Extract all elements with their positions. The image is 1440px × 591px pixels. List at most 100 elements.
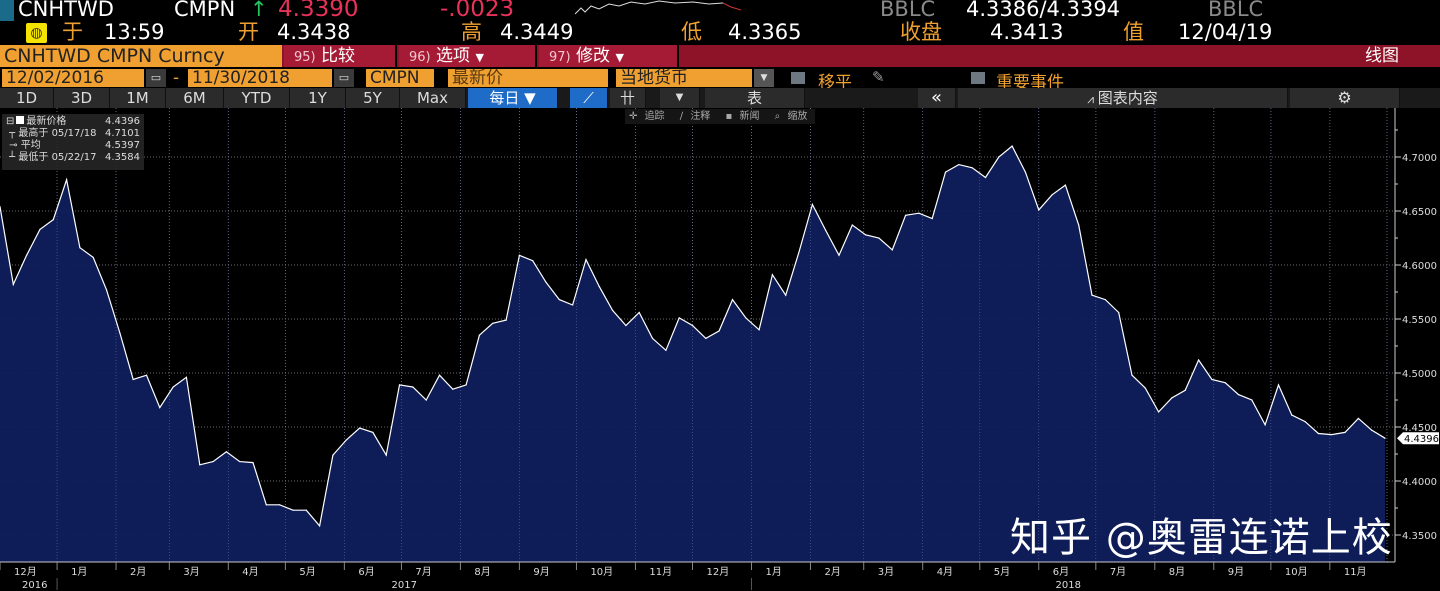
data-point [572,304,574,306]
data-point [332,454,334,456]
y-tick-label: 4.5000 [1402,369,1437,380]
gear-icon[interactable]: ⚙ [1290,88,1400,108]
data-point [598,286,600,288]
x-month-label: 7月 [1110,566,1126,578]
data-point [585,259,587,261]
calendar-icon[interactable]: ▭ [334,69,354,87]
field-input[interactable]: 最新价 [448,69,608,87]
data-point [971,167,973,169]
data-point [731,298,734,301]
collapse-button[interactable]: « [918,88,956,108]
low-label: 低 [681,20,702,44]
period-3d[interactable]: 3D [54,88,110,108]
net-change: -.0023 [440,0,515,22]
smoothing-checkbox[interactable] [791,72,805,84]
x-month-label: 10月 [590,566,613,578]
data-point [545,281,547,283]
data-point [265,504,267,506]
data-point [558,298,560,301]
y-tick-label: 4.4000 [1402,477,1437,488]
data-point [39,228,41,230]
x-month-label: 10月 [1285,566,1308,578]
options-button[interactable]: 96) 选项 ▼ [399,45,537,67]
security-input[interactable]: CNHTWD CMPN Curncy [0,45,282,67]
data-point [172,386,174,388]
calendar-icon[interactable]: ▭ [146,69,166,87]
edit-button[interactable]: 97) 修改 ▼ [539,45,679,67]
data-point [851,224,853,226]
period-1m[interactable]: 1M [110,88,166,108]
last-price-label: 4.4396 [1404,434,1439,445]
ticker: CNHTWD [18,0,114,21]
chart-content-icon: ⩘ [1087,92,1098,106]
line-chart-icon[interactable]: ⟋ [570,88,608,108]
x-month-label: 5月 [994,566,1010,578]
chart-type-label[interactable]: 线图 [1365,46,1399,66]
data-point [1211,378,1213,381]
chevron-down-icon[interactable]: ▼ [660,88,700,108]
data-point [1038,209,1040,211]
news-tool[interactable]: ▪ 新闻 [725,111,760,122]
data-point [1237,394,1240,396]
compare-button[interactable]: 95) 比较 [284,45,397,67]
chart-content-button[interactable]: ⩘ 图表内容 [958,88,1288,108]
data-point [998,156,1000,158]
data-point [811,203,813,206]
currency-select[interactable]: 当地货币 [616,69,752,87]
period-5y[interactable]: 5Y [346,88,400,108]
data-point [1184,389,1186,391]
legend-high-label: 最高于 05/17/18 [18,128,97,139]
price-chart[interactable]: 4.7000 4.6500 4.6000 4.5500 4.5000 4.4500 4.40… [0,108,1440,591]
data-point [1264,424,1266,426]
period-max[interactable]: Max [400,88,466,108]
data-point [705,337,707,340]
x-month-label: 6月 [358,566,374,578]
data-point [65,179,68,181]
watermark: 知乎 @奥雷连诺上校 [1010,515,1393,561]
data-point [1024,171,1027,173]
period-1y[interactable]: 1Y [290,88,346,108]
legend-low-value: 4.3584 [105,152,140,163]
last-price: 4.3390 [278,0,359,22]
data-point [1291,414,1293,416]
annotate-tool[interactable]: ∕ 注释 [679,111,711,122]
start-date-input[interactable]: 12/02/2016 [2,69,144,87]
events-checkbox[interactable] [971,72,985,84]
x-month-label: 4月 [242,566,258,578]
speed-gauge-icon[interactable]: ◍ [26,23,47,43]
period-1d[interactable]: 1D [0,88,54,108]
data-point [518,254,520,256]
x-month-label: 12月 [14,566,37,578]
x-month-label: 5月 [299,566,315,578]
chevron-down-icon: ▼ [475,51,484,64]
pricing-source-input[interactable]: CMPN [366,69,434,87]
data-point [465,384,467,386]
data-point [452,388,454,390]
zoom-tool[interactable]: ⌕ 缩放 [774,111,808,122]
y-tick-label: 4.7000 [1402,153,1437,164]
data-point [1104,298,1106,301]
date-separator: - [173,68,180,88]
bar-chart-icon[interactable]: 卄 [610,88,646,108]
x-month-label: 9月 [533,566,549,578]
x-month-label: 2月 [130,566,146,578]
legend-avg-label: 平均 [20,140,41,151]
chevron-down-icon[interactable]: ▼ [754,69,774,87]
open-label: 开 [238,20,259,44]
data-point [931,217,933,220]
legend-last[interactable]: ⊟ 最新价格 4.4396 [6,116,140,127]
period-6m[interactable]: 6M [166,88,224,108]
data-point [1171,397,1173,399]
data-point [26,254,28,256]
track-tool[interactable]: ✛ 追踪 [629,111,665,122]
x-month-label: 2月 [824,566,840,578]
table-button[interactable]: 表 [705,88,805,108]
data-point [825,229,827,232]
pencil-icon[interactable]: ✎ [872,68,885,86]
frequency-select[interactable]: 每日 ▼ [468,88,558,108]
period-ytd[interactable]: YTD [224,88,290,108]
value-date: 12/04/19 [1178,20,1273,44]
data-point [372,431,374,433]
end-date-input[interactable]: 11/30/2018 [188,69,332,87]
x-month-label: 3月 [183,566,199,578]
